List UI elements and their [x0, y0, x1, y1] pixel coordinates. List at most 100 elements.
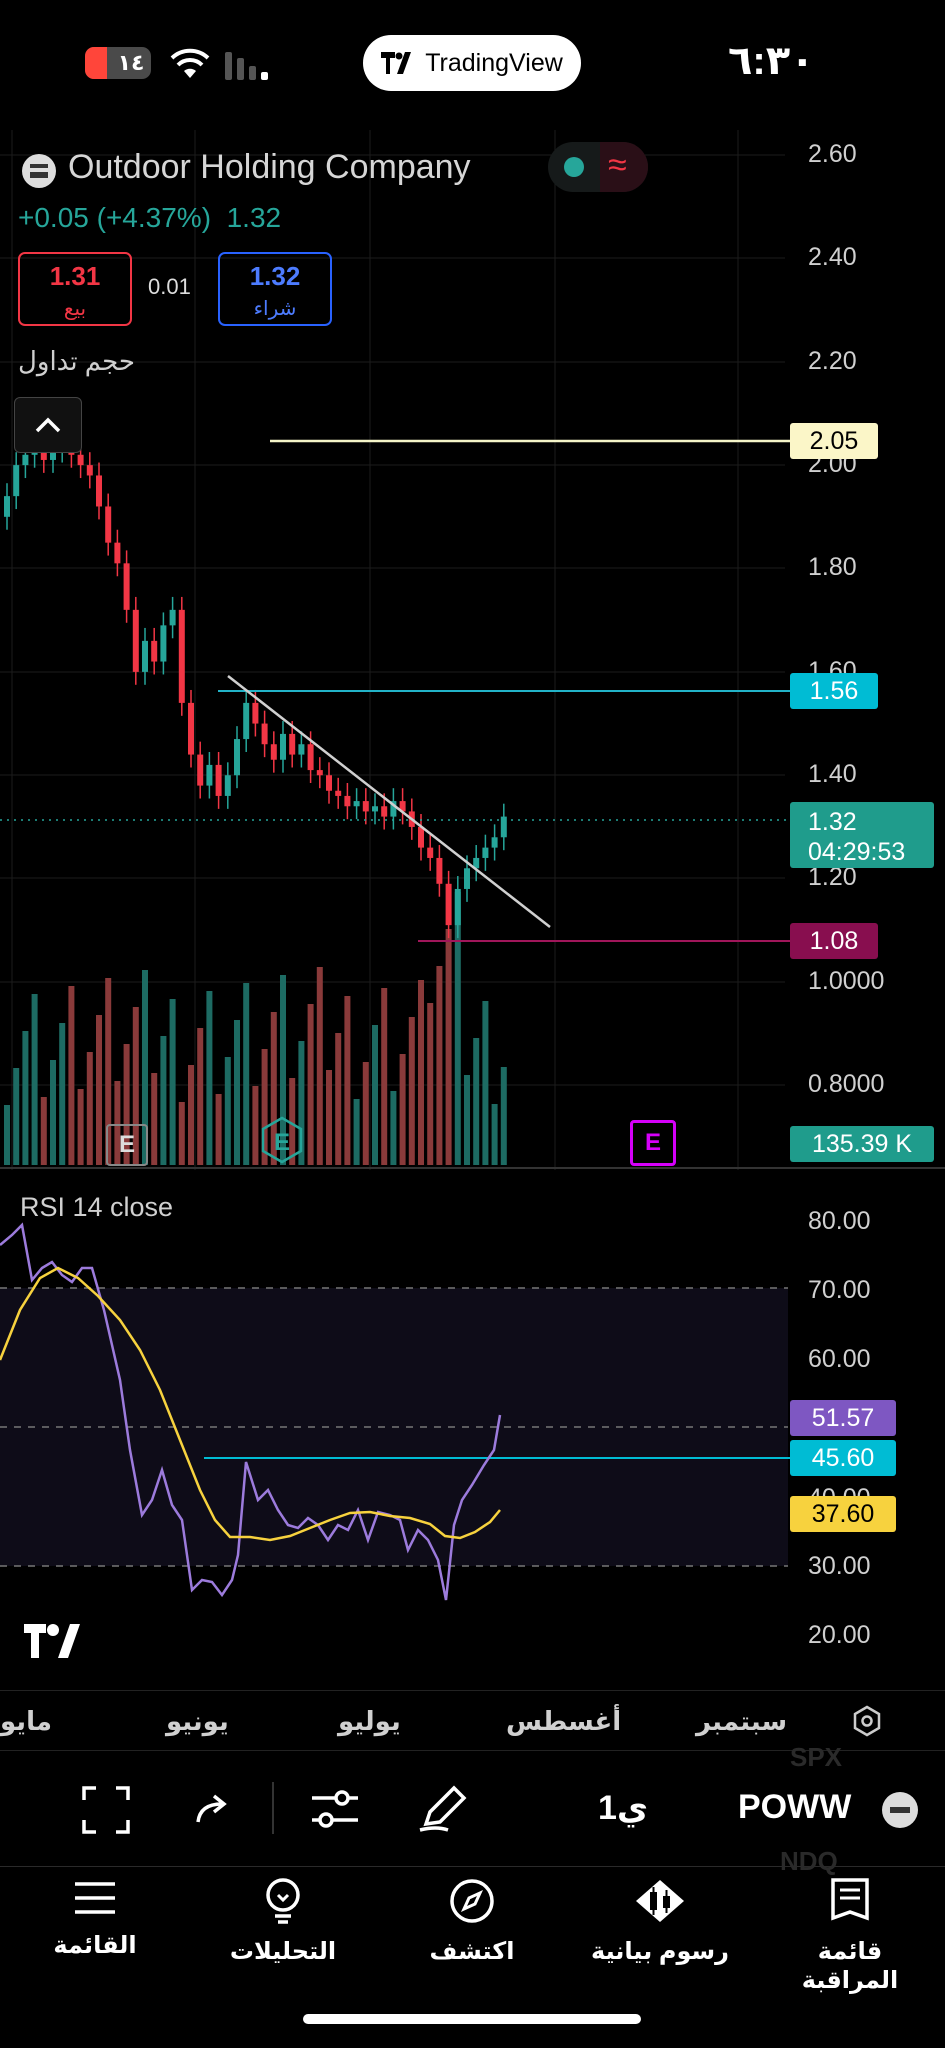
- home-indicator[interactable]: [303, 2014, 641, 2024]
- volume-bar: [114, 1081, 121, 1165]
- buy-button[interactable]: 1.32 شراء: [218, 252, 332, 326]
- volume-bar: [132, 1007, 139, 1165]
- nav-charts[interactable]: رسوم بيانية: [580, 1878, 740, 1966]
- volume-bar: [307, 1004, 314, 1165]
- candle-body: [22, 454, 29, 466]
- candle-body: [445, 883, 452, 926]
- candle-body: [353, 801, 360, 807]
- app-pill[interactable]: TradingView: [363, 35, 581, 91]
- price-tag-1.08[interactable]: 1.08: [790, 923, 878, 959]
- status-time: ٦:٣٠: [728, 39, 815, 83]
- nav-watchlist[interactable]: قائمة المراقبة: [770, 1878, 930, 1995]
- volume-bar: [243, 983, 250, 1165]
- volume-bar: [13, 1068, 20, 1165]
- volume-bar: [142, 970, 148, 1165]
- candle-body: [169, 609, 176, 626]
- candle-body: [114, 542, 121, 564]
- price-tag-2.05[interactable]: 2.05: [790, 423, 878, 459]
- volume-bar: [105, 978, 112, 1165]
- nav-explore[interactable]: اكتشف: [392, 1878, 552, 1966]
- volume-bar: [151, 1073, 158, 1165]
- volume-bar: [40, 1097, 47, 1165]
- drawing-pen-icon[interactable]: [418, 1782, 468, 1834]
- volume-bar: [500, 1067, 507, 1165]
- indicators-icon[interactable]: [310, 1786, 360, 1832]
- volume-bar: [335, 1033, 342, 1165]
- volume-bar: [206, 991, 213, 1165]
- interval-selector[interactable]: 1ي: [598, 1789, 649, 1827]
- time-axis-label: سبتمبر: [696, 1706, 788, 1736]
- collapse-legend-button[interactable]: [14, 397, 82, 453]
- volume-bar: [353, 1099, 360, 1165]
- nav-ideas[interactable]: التحليلات: [203, 1878, 363, 1966]
- price-chart[interactable]: [0, 110, 945, 1170]
- rsi-title[interactable]: RSI 14 close: [20, 1192, 174, 1222]
- earnings-marker[interactable]: E: [273, 1129, 290, 1156]
- volume-indicator-label[interactable]: حجم تداول: [18, 346, 135, 376]
- volume-bar: [344, 996, 351, 1165]
- exchange-logo-icon: [22, 154, 56, 188]
- earnings-marker[interactable]: E: [106, 1124, 148, 1166]
- volume-bar: [215, 1094, 222, 1165]
- volume-bar: [408, 1017, 415, 1165]
- candle-body: [307, 744, 314, 771]
- rsi-axis-label: 60.00: [808, 1345, 871, 1373]
- chart-settings-icon[interactable]: [850, 1704, 884, 1738]
- candle-body: [436, 857, 443, 884]
- rsi-axis-label: 20.00: [808, 1621, 871, 1649]
- candle-body: [289, 733, 296, 755]
- status-toggle[interactable]: ≈: [548, 142, 648, 192]
- volume-bar: [160, 1036, 167, 1165]
- volume-bar: [197, 1028, 204, 1165]
- candle-body: [151, 640, 158, 662]
- volume-bar: [280, 975, 286, 1165]
- candlesticks: [4, 426, 507, 939]
- nav-menu[interactable]: القائمة: [15, 1878, 175, 1960]
- price-tag-1.56[interactable]: 1.56: [790, 673, 878, 709]
- candle-body: [234, 739, 240, 776]
- candle-body: [243, 702, 250, 740]
- candle-body: [270, 744, 277, 760]
- redo-icon[interactable]: [192, 1792, 232, 1828]
- fullscreen-icon[interactable]: [82, 1786, 130, 1834]
- volume-bar: [427, 1003, 434, 1165]
- candle-body: [197, 754, 204, 786]
- sell-button[interactable]: 1.31 بيع: [18, 252, 132, 326]
- volume-bar: [316, 967, 323, 1165]
- rsi-level-tag[interactable]: 45.60: [790, 1440, 896, 1476]
- time-axis-label: مايو: [0, 1706, 52, 1736]
- volume-tag: 135.39 K: [790, 1126, 934, 1162]
- candle-body: [298, 744, 305, 755]
- app-pill-label: TradingView: [425, 48, 563, 77]
- volume-bar: [362, 1062, 369, 1165]
- volume-bar: [454, 892, 461, 1165]
- time-axis-label: يوليو: [338, 1706, 401, 1736]
- volume-bar: [31, 994, 38, 1165]
- candle-body: [252, 702, 259, 724]
- tradingview-watermark-icon: [24, 1624, 80, 1658]
- candle-body: [427, 847, 434, 858]
- rsi-chart[interactable]: [0, 1170, 945, 1690]
- candle-body: [96, 475, 102, 507]
- candle-body: [326, 775, 332, 791]
- volume-bars: [4, 892, 507, 1165]
- volume-bar: [178, 1102, 185, 1165]
- symbol-name[interactable]: Outdoor Holding Company: [68, 148, 471, 186]
- rsi-value-tag: 51.57: [790, 1400, 896, 1436]
- symbol-selector[interactable]: POWW: [738, 1788, 852, 1826]
- candle-body: [399, 801, 406, 812]
- symbol-logo-icon: [882, 1792, 918, 1828]
- battery-level: ١٤: [117, 50, 145, 75]
- volume-bar: [68, 986, 75, 1165]
- price-axis-label: 2.40: [808, 243, 857, 271]
- volume-bar: [77, 1089, 84, 1165]
- volume-bar: [123, 1044, 130, 1165]
- price-axis-label: 1.80: [808, 553, 857, 581]
- earnings-marker-upcoming[interactable]: E: [630, 1120, 676, 1166]
- spread-value: 0.01: [148, 274, 191, 299]
- volume-bar: [464, 1075, 470, 1165]
- bar-countdown: 04:29:53: [808, 838, 906, 866]
- cellular-signal-icon: [225, 50, 275, 80]
- volume-bar: [473, 1038, 480, 1165]
- current-price-tag[interactable]: 1.32 04:29:53: [790, 802, 934, 868]
